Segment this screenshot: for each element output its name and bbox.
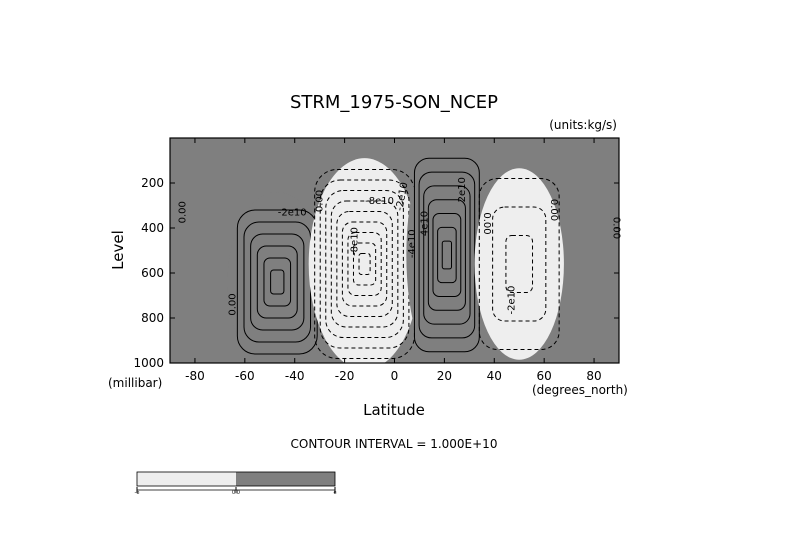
x-tick-label: -60 <box>235 369 255 383</box>
contour-line <box>270 269 285 295</box>
contour-line <box>263 257 292 307</box>
colorbar-tick-label: e <box>333 490 336 496</box>
contour-line <box>347 232 382 296</box>
x-tick-label: -20 <box>335 369 355 383</box>
contour-line <box>341 221 388 307</box>
contour-line <box>336 211 393 317</box>
x-tick-label: -40 <box>285 369 305 383</box>
contour-line <box>478 178 560 350</box>
colorbar: -e 0.0 e <box>135 471 337 496</box>
y-axis-title: Level <box>109 230 127 270</box>
units-label: (units:kg/s) <box>549 118 617 132</box>
contour-line <box>358 253 371 275</box>
contour-label: -8e10 <box>365 196 394 207</box>
contour-label: 0.00 <box>315 190 326 212</box>
contour-line <box>250 233 305 331</box>
colorbar-segment <box>236 472 335 486</box>
contour-label: -2e10 <box>395 181 411 211</box>
contour-label: -2e10 <box>278 207 307 218</box>
y-tick-label: 1000 <box>133 356 164 370</box>
chart-title: STRM_1975-SON_NCEP <box>290 92 498 113</box>
contour-label: -4e10 <box>407 229 418 258</box>
contour-interval-text: CONTOUR INTERVAL = 1.000E+10 <box>291 437 498 451</box>
contour-label: -2e10 <box>507 286 518 315</box>
cell-positive-fill <box>227 192 328 363</box>
contour-line <box>423 185 471 325</box>
plot-area <box>170 138 619 363</box>
contour-line <box>492 206 547 322</box>
cell-negative-fill <box>474 168 564 360</box>
contour-line <box>325 190 404 338</box>
contour-line <box>427 199 466 311</box>
contour-label: 0.00 <box>177 201 188 223</box>
contour-line <box>352 242 377 286</box>
colorbar-tick-label: -e <box>135 490 140 496</box>
x-axis-unit: (degrees_north) <box>532 383 628 397</box>
x-axis: -80 -60 -40 -20 0 20 40 60 80 <box>185 138 602 383</box>
contour-line <box>256 245 298 319</box>
cell-positive-fill <box>406 138 488 363</box>
contour-label: 2e10 <box>457 177 468 202</box>
cell-negative-fill <box>308 158 421 363</box>
x-tick-label: 0 <box>391 369 399 383</box>
x-tick-label: 80 <box>586 369 601 383</box>
colorbar-segment <box>137 472 236 486</box>
contour-line <box>441 240 453 270</box>
contour-line <box>432 213 462 297</box>
contour-label: -8e10 <box>350 227 361 256</box>
contour-line <box>418 171 476 339</box>
y-axis: 200 400 600 800 1000 <box>133 176 619 370</box>
contour-cells <box>227 138 564 363</box>
x-axis-title: Latitude <box>363 401 425 419</box>
y-tick-label: 200 <box>141 176 164 190</box>
contour-label: 0.00 <box>227 293 238 315</box>
colorbar-frame <box>136 471 336 487</box>
y-tick-label: 800 <box>141 311 164 325</box>
contour-label: 4e10 <box>419 211 430 236</box>
x-tick-label: -80 <box>185 369 205 383</box>
colorbar-tick-label: 0.0 <box>232 490 240 496</box>
y-axis-unit: (millibar) <box>108 376 162 390</box>
contour-label: 0.00 <box>481 212 492 234</box>
contour-line <box>330 200 399 328</box>
contour-line <box>505 235 534 293</box>
x-tick-label: 40 <box>487 369 502 383</box>
contour-label: 0.00 <box>548 199 559 221</box>
y-tick-label: 400 <box>141 221 164 235</box>
contour-line <box>437 226 457 284</box>
x-tick-label: 20 <box>437 369 452 383</box>
x-tick-label: 60 <box>537 369 552 383</box>
y-tick-label: 600 <box>141 266 164 280</box>
